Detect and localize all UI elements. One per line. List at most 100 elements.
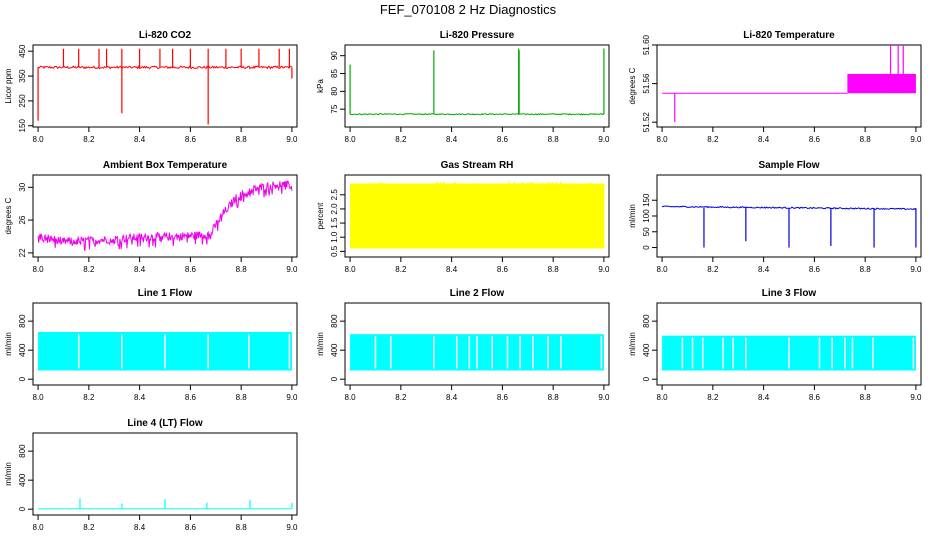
y-tick-label: 1.0 — [330, 231, 339, 243]
y-tick-label: 400 — [18, 343, 27, 357]
panel-rh: Gas Stream RH 8.0 8.2 8.4 8.6 8.8 9.0 0.5 1.0 1.5… — [316, 160, 610, 274]
y-tick-label: 100 — [642, 209, 651, 223]
panel-title: Line 2 Flow — [450, 288, 505, 299]
series-line — [350, 112, 605, 116]
panel-title: Gas Stream RH — [441, 160, 514, 171]
y-tick-label: 450 — [18, 44, 27, 58]
x-tick-label: 9.0 — [910, 265, 922, 274]
y-tick-label: 51.60 — [642, 34, 651, 55]
panel-title: Li-820 CO2 — [139, 30, 192, 41]
x-tick-label: 9.0 — [286, 135, 298, 144]
panel-title: Ambient Box Temperature — [103, 160, 228, 171]
series-line3 — [662, 335, 916, 371]
x-tick-label: 8.4 — [758, 135, 770, 144]
series-band — [350, 183, 604, 249]
y-tick-label: 800 — [18, 444, 27, 458]
y-tick-label: 2.5 — [330, 189, 339, 201]
y-tick-label: 0 — [18, 376, 27, 381]
y-tick-label: 51.52 — [642, 112, 651, 133]
y-axis-label: ml/min — [628, 204, 637, 228]
y-tick-label: 2.0 — [330, 203, 339, 215]
panel-co2: Li-820 CO2 8.0 8.2 8.4 8.6 8.8 9.0 150 250 350 450… — [4, 30, 298, 144]
x-tick-label: 8.8 — [236, 393, 248, 402]
x-tick-label: 9.0 — [910, 135, 922, 144]
x-tick-label: 8.4 — [134, 393, 146, 402]
x-tick-label: 9.0 — [598, 393, 610, 402]
figure-title: FEF_070108 2 Hz Diagnostics — [379, 2, 557, 17]
x-tick-label: 8.6 — [497, 135, 509, 144]
x-tick-label: 8.0 — [345, 135, 357, 144]
panel-pressure: Li-820 Pressure 8.0 8.2 8.4 8.6 8.8 9.0 75 80 85 9… — [316, 30, 610, 144]
panel-sample: Sample Flow 8.0 8.2 8.4 8.6 8.8 9.0 0 50 100 150 ml… — [628, 160, 922, 274]
y-tick-label: 800 — [642, 314, 651, 328]
y-tick-label: 800 — [18, 314, 27, 328]
y-axis-label: ml/min — [4, 332, 13, 356]
panel-line3: Line 3 Flow 8.0 8.2 8.4 8.6 8.8 9.0 0 400 800 ml/m… — [628, 288, 922, 402]
x-tick-label: 8.6 — [185, 135, 197, 144]
series-line4 — [38, 498, 293, 510]
x-tick-label: 8.2 — [395, 265, 407, 274]
panel-ambient: Ambient Box Temperature 8.0 8.2 8.4 8.6 8.8 9.… — [4, 160, 298, 274]
x-tick-label: 8.8 — [236, 523, 248, 532]
plot-frame — [656, 44, 922, 128]
series-line — [37, 180, 293, 251]
x-tick-label: 8.6 — [809, 135, 821, 144]
y-tick-label: 80 — [330, 86, 339, 95]
x-tick-label: 8.2 — [707, 135, 719, 144]
x-tick-label: 8.2 — [83, 523, 95, 532]
y-axis-label: Licor ppm — [4, 68, 13, 103]
x-tick-label: 8.6 — [497, 265, 509, 274]
x-tick-label: 8.6 — [185, 265, 197, 274]
y-tick-label: 1.5 — [330, 217, 339, 229]
y-tick-label: 30 — [18, 182, 27, 191]
y-tick-label: 0 — [18, 506, 27, 511]
y-tick-label: 350 — [18, 69, 27, 83]
x-tick-label: 9.0 — [910, 393, 922, 402]
x-tick-label: 8.6 — [809, 265, 821, 274]
x-tick-label: 8.4 — [446, 393, 458, 402]
y-tick-label: 0 — [642, 245, 651, 250]
x-tick-label: 8.4 — [134, 265, 146, 274]
y-tick-label: 150 — [642, 193, 651, 207]
x-tick-label: 8.0 — [33, 393, 45, 402]
x-tick-label: 8.8 — [236, 135, 248, 144]
series-temperature — [662, 45, 916, 123]
x-tick-label: 8.8 — [860, 265, 872, 274]
y-axis-label: percent — [316, 202, 325, 229]
y-tick-label: 90 — [330, 51, 339, 60]
x-tick-label: 8.4 — [134, 523, 146, 532]
series-sample — [661, 205, 917, 248]
x-tick-label: 9.0 — [286, 393, 298, 402]
series-line2 — [350, 334, 604, 371]
x-tick-label: 8.8 — [236, 265, 248, 274]
y-tick-label: 22 — [18, 248, 27, 257]
y-axis-label: degrees C — [628, 67, 637, 104]
series-co2 — [37, 48, 293, 125]
x-tick-label: 8.6 — [185, 523, 197, 532]
x-tick-label: 8.8 — [548, 265, 560, 274]
panel-temperature: Li-820 Temperature 8.0 8.2 8.4 8.6 8.8 9.0 51.5… — [628, 30, 922, 144]
x-tick-label: 8.2 — [395, 135, 407, 144]
x-tick-label: 8.0 — [345, 265, 357, 274]
x-tick-label: 8.4 — [446, 265, 458, 274]
x-tick-label: 8.2 — [707, 393, 719, 402]
y-axis-label: degrees C — [4, 197, 13, 234]
series-rh — [350, 180, 605, 249]
y-tick-label: 400 — [330, 343, 339, 357]
x-tick-label: 8.6 — [809, 393, 821, 402]
x-tick-label: 9.0 — [598, 135, 610, 144]
plot-frame — [32, 44, 298, 128]
x-tick-label: 8.8 — [548, 393, 560, 402]
plot-frame — [344, 44, 610, 128]
plot-frame — [32, 174, 298, 258]
x-tick-label: 8.0 — [345, 393, 357, 402]
x-tick-label: 8.2 — [707, 265, 719, 274]
x-tick-label: 8.2 — [395, 393, 407, 402]
x-tick-label: 8.0 — [657, 135, 669, 144]
panel-title: Li-820 Temperature — [743, 30, 835, 41]
x-tick-label: 8.0 — [657, 393, 669, 402]
panel-line1: Line 1 Flow 8.0 8.2 8.4 8.6 8.8 9.0 0 400 800 ml/m… — [4, 288, 298, 402]
y-axis-label: ml/min — [316, 332, 325, 356]
y-tick-label: 26 — [18, 215, 27, 224]
